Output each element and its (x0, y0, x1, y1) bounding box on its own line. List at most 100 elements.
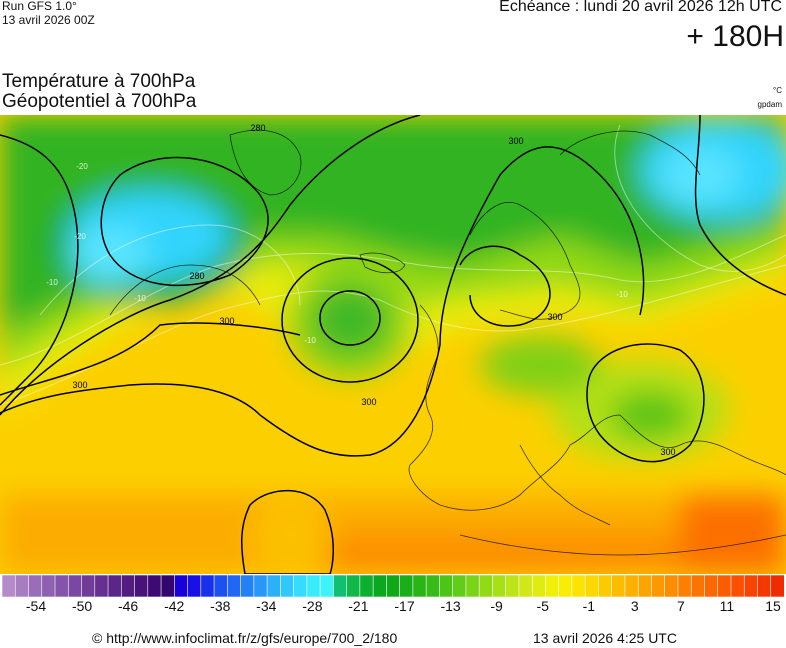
color-scale-swatch (81, 575, 96, 597)
color-scale-swatch (319, 575, 334, 597)
unit-geopotential: gpdam (757, 100, 782, 109)
color-scale-tick-label: -42 (164, 598, 185, 614)
color-scale-swatch (266, 575, 281, 597)
map-title-geopotential: Géopotentiel à 700hPa (2, 91, 197, 112)
color-scale-swatch (227, 575, 242, 597)
color-scale-tick-label: -34 (256, 598, 277, 614)
color-scale-swatch (531, 575, 547, 597)
color-scale-swatch (1, 575, 16, 597)
contour-label: 280 (189, 271, 204, 281)
coastlines (109, 129, 786, 556)
weather-map: 280 280 300 300 300 300 300 300 -20 -20 … (0, 115, 786, 574)
color-scale-swatch (505, 575, 520, 597)
color-scale-swatch (478, 575, 493, 597)
color-scale-swatch (280, 575, 295, 597)
contour-label: 300 (547, 312, 562, 322)
isotherm-label: -10 (134, 294, 146, 303)
contour-label: 300 (660, 447, 675, 457)
color-scale-swatch (412, 575, 427, 597)
source-url[interactable]: © http://www.infoclimat.fr/z/gfs/europe/… (92, 630, 398, 646)
color-scale-swatch (439, 575, 454, 597)
color-scale-swatch (306, 575, 321, 597)
color-scale-swatch (386, 575, 401, 597)
color-scale-swatch (14, 575, 30, 597)
color-scale-swatch (637, 575, 653, 597)
color-scale-tick-label: -21 (348, 598, 369, 614)
color-scale-swatch (359, 575, 374, 597)
color-scale-tick-label: -9 (490, 598, 503, 614)
color-scale-swatch (465, 575, 480, 597)
color-scale-swatch (704, 575, 719, 597)
run-label: Run GFS 1.0° (2, 0, 77, 13)
color-scale-swatch (200, 575, 215, 597)
color-scale-swatch (770, 575, 785, 597)
color-scale-swatch (174, 575, 189, 597)
color-scale-swatch (399, 575, 414, 597)
isotherm-label: -10 (304, 336, 316, 345)
isotherms (0, 124, 786, 406)
forecast-lead-time: + 180H (686, 20, 784, 53)
color-scale-swatch (147, 575, 162, 597)
color-scale-tick-label: -28 (302, 598, 323, 614)
color-scale-swatch (584, 575, 600, 597)
color-scale-swatch (160, 575, 175, 597)
color-scale-swatch (54, 575, 69, 597)
color-scale-tick-label: -38 (210, 598, 231, 614)
color-scale-swatch (293, 575, 308, 597)
color-scale-swatch (107, 575, 122, 597)
isotherm-label: -20 (76, 162, 88, 171)
color-scale-swatch (651, 575, 666, 597)
color-scale-tick-label: -50 (71, 598, 93, 614)
color-scale-swatch (677, 575, 692, 597)
color-scale-tick-label: -13 (440, 598, 461, 614)
color-scale-swatch (425, 575, 440, 597)
color-scale-tick-label: -1 (582, 598, 596, 614)
color-scale-swatch (346, 575, 361, 597)
color-scale-swatch (41, 575, 56, 597)
contour-label: 300 (361, 397, 376, 407)
color-scale-swatch (213, 575, 228, 597)
isotherm-label: -20 (74, 232, 86, 241)
color-scale-swatch (757, 575, 772, 597)
color-scale-swatch (372, 575, 387, 597)
generation-time: 13 avril 2026 4:25 UTC (533, 630, 677, 646)
color-scale-swatch (624, 575, 639, 597)
color-scale-swatch (558, 575, 573, 597)
color-scale-swatch (253, 575, 268, 597)
color-scale-swatch (67, 575, 83, 597)
color-scale-swatch (518, 575, 533, 597)
color-scale-swatch (664, 575, 679, 597)
map-title-temperature: Température à 700hPa (2, 71, 196, 92)
color-scale-swatch (571, 575, 586, 597)
color-scale-tick-label: 3 (630, 598, 639, 614)
color-scale-tick-label: -17 (394, 598, 415, 614)
contour-label: 300 (72, 380, 87, 390)
color-scale-tick-label: -54 (25, 598, 47, 614)
color-scale-tick-label: -5 (536, 598, 549, 614)
color-scale-ticks: -54 -50 -46 -42 -38 -34 -28 -21 -17 -13 -9 -5 -1 3 7 11… (0, 598, 786, 618)
color-scale-swatch (187, 575, 202, 597)
isotherm-label: -10 (616, 290, 628, 299)
color-scale-swatch (717, 575, 732, 597)
contour-label: 280 (250, 123, 265, 133)
color-scale-tick-label: 11 (719, 598, 735, 614)
color-scale-tick-label: 15 (765, 598, 781, 614)
color-scale-swatch (611, 575, 626, 597)
color-scale-swatch (333, 575, 348, 597)
contour-labels: 280 280 300 300 300 300 300 300 (72, 123, 675, 457)
temperature-field (0, 115, 786, 574)
color-scale-swatch (240, 575, 255, 597)
unit-temperature: °C (773, 86, 782, 95)
color-scale-tick-label: 7 (676, 598, 685, 614)
color-scale (1, 575, 785, 597)
color-scale-swatch (545, 575, 560, 597)
contour-label: 300 (219, 316, 234, 326)
color-scale-swatch (120, 575, 136, 597)
color-scale-swatch (94, 575, 109, 597)
color-scale-swatch (492, 575, 507, 597)
isotherm-label: -10 (46, 278, 58, 287)
color-scale-swatch (28, 575, 43, 597)
color-scale-swatch (743, 575, 759, 597)
forecast-valid-time: Échéance : lundi 20 avril 2026 12h UTC (499, 0, 782, 15)
run-date: 13 avril 2026 00Z (2, 13, 95, 27)
